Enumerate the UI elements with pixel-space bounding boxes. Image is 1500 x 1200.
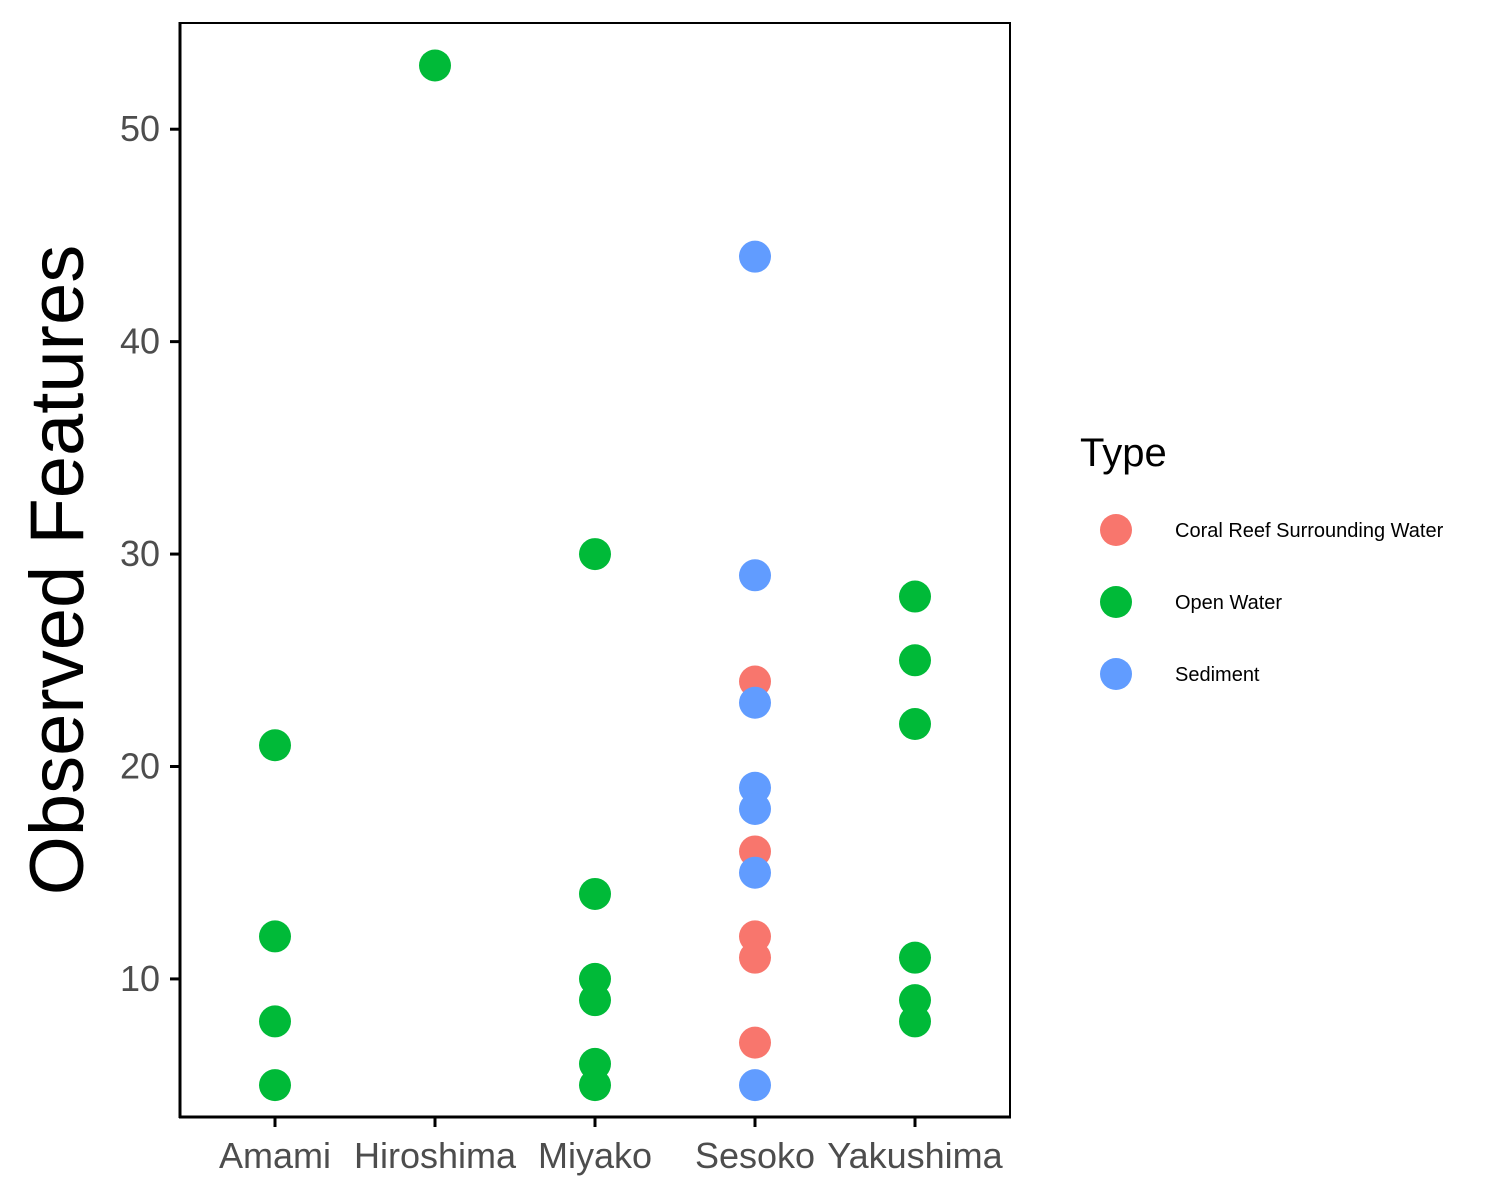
y-tick-label: 20 <box>120 745 160 786</box>
legend: Type Coral Reef Surrounding Water Open Wa… <box>1080 431 1444 690</box>
legend-title: Type <box>1080 431 1167 475</box>
legend-label: Sediment <box>1175 664 1260 686</box>
data-point <box>899 1005 931 1038</box>
y-tick-label: 10 <box>120 958 160 999</box>
y-axis-title: Observed Features <box>15 245 100 896</box>
data-point <box>579 1069 611 1102</box>
data-point <box>739 856 771 889</box>
legend-key <box>1100 586 1132 618</box>
data-point <box>739 686 771 719</box>
data-point <box>739 941 771 974</box>
data-point <box>899 941 931 974</box>
data-point <box>739 792 771 825</box>
legend-label: Coral Reef Surrounding Water <box>1175 520 1444 542</box>
data-point <box>739 559 771 592</box>
x-tick-label: Hiroshima <box>354 1135 517 1176</box>
data-point <box>259 1069 291 1102</box>
data-point <box>579 538 611 571</box>
data-point <box>739 1069 771 1102</box>
data-point <box>259 920 291 953</box>
data-points <box>259 49 931 1102</box>
y-tick-label: 30 <box>120 533 160 574</box>
x-tick-label: Yakushima <box>827 1135 1003 1176</box>
y-tick-label: 40 <box>120 321 160 362</box>
data-point <box>259 729 291 762</box>
legend-key <box>1100 514 1132 546</box>
x-axis-ticks: Amami Hiroshima Miyako Sesoko Yakushima <box>219 1117 1004 1176</box>
legend-label: Open Water <box>1175 592 1282 614</box>
y-tick-label: 50 <box>120 108 160 149</box>
x-tick-label: Sesoko <box>695 1135 815 1176</box>
data-point <box>899 580 931 613</box>
x-tick-label: Amami <box>219 1135 331 1176</box>
data-point <box>899 644 931 677</box>
data-point <box>739 240 771 273</box>
data-point <box>259 1005 291 1038</box>
legend-key <box>1100 658 1132 690</box>
data-point <box>579 984 611 1017</box>
data-point <box>579 877 611 910</box>
data-point <box>899 708 931 741</box>
data-point <box>739 1026 771 1059</box>
y-axis-ticks: 10 20 30 40 50 <box>120 108 180 999</box>
x-tick-label: Miyako <box>538 1135 652 1176</box>
data-point <box>419 49 451 82</box>
